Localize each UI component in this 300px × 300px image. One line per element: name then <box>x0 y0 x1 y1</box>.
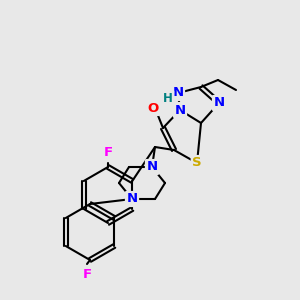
Text: F: F <box>103 146 112 158</box>
Text: N: N <box>172 86 184 100</box>
Text: N: N <box>146 160 158 173</box>
Text: H: H <box>163 92 173 104</box>
Text: N: N <box>174 103 186 116</box>
Text: N: N <box>213 97 225 110</box>
Text: F: F <box>82 268 91 281</box>
Text: N: N <box>126 193 138 206</box>
Text: O: O <box>147 101 159 115</box>
Text: S: S <box>192 157 202 169</box>
